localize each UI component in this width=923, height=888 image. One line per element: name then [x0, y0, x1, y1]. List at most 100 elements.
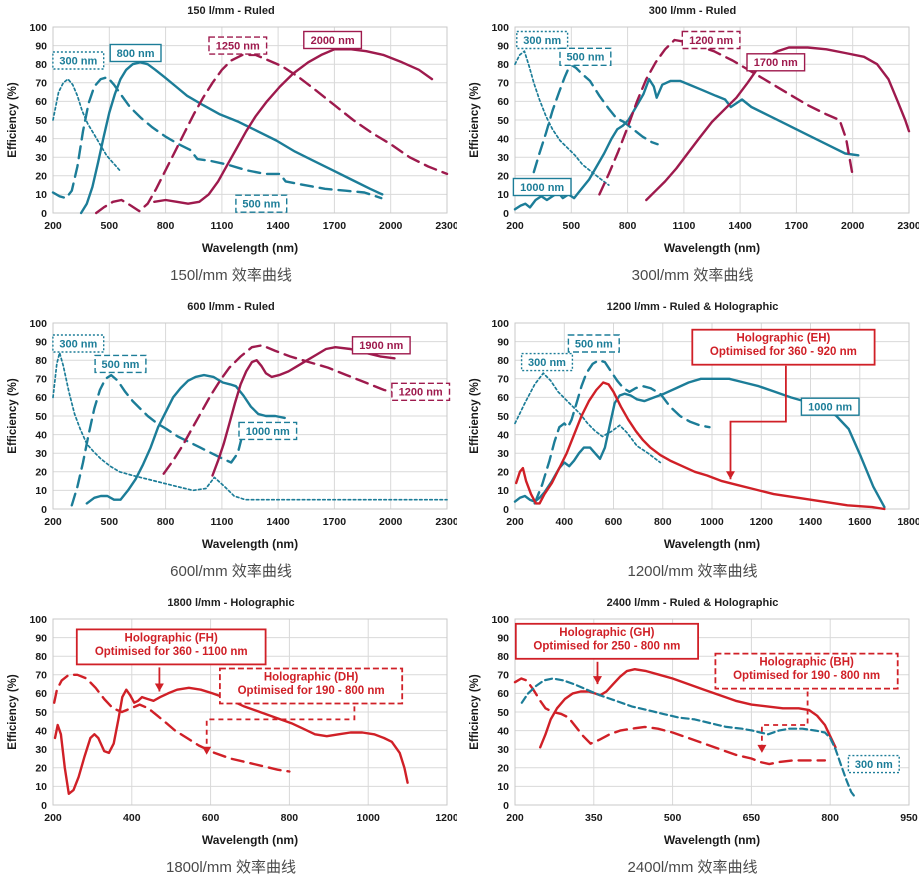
svg-text:0: 0 [503, 504, 509, 516]
callout-box-holographic-dh: Holographic (DH)Optimised for 190 - 800 … [218, 667, 404, 705]
series-label-1900-nm: 1900 nm [351, 336, 411, 355]
svg-text:200: 200 [44, 516, 62, 528]
svg-text:1200 nm: 1200 nm [689, 35, 733, 47]
svg-text:800: 800 [157, 220, 175, 232]
svg-text:600: 600 [604, 516, 622, 528]
chart-caption-300lmm: 300l/mm 效率曲线 [631, 267, 754, 284]
svg-text:70: 70 [35, 78, 47, 90]
callout-arrowhead [756, 744, 766, 753]
svg-text:Holographic (GH): Holographic (GH) [559, 627, 654, 639]
series-label-300-nm: 300 nm [52, 334, 105, 353]
series-label-500-nm: 500 nm [567, 334, 620, 353]
svg-text:40: 40 [497, 429, 509, 441]
svg-text:200: 200 [506, 220, 524, 232]
y-tick-labels: 0 10 20 30 40 50 60 70 80 90 100 [29, 614, 47, 812]
svg-text:650: 650 [742, 812, 760, 824]
series-label-1200-nm: 1200 nm [681, 30, 741, 50]
x-axis-label: Wavelength (nm) [202, 833, 298, 847]
chart-caption-1200lmm: 1200l/mm 效率曲线 [627, 563, 758, 580]
svg-text:500: 500 [562, 220, 580, 232]
svg-text:0: 0 [41, 208, 47, 220]
svg-text:1700: 1700 [784, 220, 808, 232]
x-tick-labels: 200 500 800 1100 1400 1700 2000 2300 [44, 220, 457, 232]
x-tick-labels: 200 500 800 1100 1400 1700 2000 2300 [506, 220, 919, 232]
svg-text:400: 400 [123, 812, 141, 824]
series-holographic-fh-line [53, 686, 409, 796]
svg-text:70: 70 [35, 670, 47, 682]
svg-text:Optimised for 360 - 1100 nm: Optimised for 360 - 1100 nm [95, 646, 248, 658]
svg-text:800: 800 [157, 516, 175, 528]
svg-text:0: 0 [503, 208, 509, 220]
svg-text:Optimised for 360 - 920 nm: Optimised for 360 - 920 nm [709, 346, 856, 358]
svg-text:500: 500 [663, 812, 681, 824]
svg-text:70: 70 [497, 670, 509, 682]
svg-text:70: 70 [497, 374, 509, 386]
series-label-1200-nm: 1200 nm [391, 382, 451, 402]
svg-text:50: 50 [35, 115, 47, 127]
svg-text:300 nm: 300 nm [854, 759, 892, 771]
callout-box-holographic-bh: Holographic (BH)Optimised for 190 - 800 … [713, 652, 899, 690]
svg-text:1100: 1100 [211, 516, 234, 528]
svg-text:Holographic (FH): Holographic (FH) [125, 632, 218, 644]
callout-box-holographic-eh: Holographic (EH)Optimised for 360 - 920 … [690, 328, 876, 366]
svg-text:10: 10 [35, 189, 47, 201]
series-label-2000-nm: 2000 nm [303, 30, 363, 50]
svg-text:50: 50 [497, 115, 509, 127]
x-tick-labels: 200 400 600 800 1000 1200 1400 1600 1800 [506, 516, 919, 528]
x-axis-label: Wavelength (nm) [202, 537, 298, 551]
svg-text:300 nm: 300 nm [59, 338, 97, 350]
chart-caption-600lmm: 600l/mm 效率曲线 [170, 563, 292, 580]
series-800-nm-line [79, 61, 384, 215]
svg-text:0: 0 [41, 800, 47, 812]
series-500-nm-line [51, 76, 383, 200]
chart-title-1800lmm: 1800 l/mm - Holographic [167, 597, 295, 609]
series-holographic-bh-line [513, 677, 826, 766]
svg-text:1100: 1100 [211, 220, 234, 232]
svg-text:800: 800 [821, 812, 839, 824]
series-500-nm-line [532, 359, 711, 505]
svg-text:2300: 2300 [435, 220, 457, 232]
svg-text:30: 30 [497, 152, 509, 164]
series-300-nm-line [513, 372, 661, 464]
chart-cell-600lmm: 600 l/mm - Ruled 300 nm 500 nm 1000 nm 1900… [0, 296, 462, 592]
svg-text:800: 800 [281, 812, 299, 824]
svg-text:1400: 1400 [266, 516, 290, 528]
svg-text:1200 nm: 1200 nm [399, 387, 443, 399]
chart-title-2400lmm: 2400 l/mm - Ruled & Holographic [606, 597, 779, 609]
svg-text:1600: 1600 [848, 516, 872, 528]
svg-text:30: 30 [35, 744, 47, 756]
series-1200-nm-line [162, 344, 404, 475]
chart-caption-150lmm: 150l/mm 效率曲线 [170, 267, 292, 284]
svg-text:500 nm: 500 nm [242, 199, 280, 211]
svg-text:Optimised for 250 - 800 nm: Optimised for 250 - 800 nm [533, 640, 680, 652]
svg-text:Holographic (EH): Holographic (EH) [736, 333, 830, 345]
svg-text:2000 nm: 2000 nm [311, 35, 355, 47]
series-300-nm-line [52, 78, 121, 172]
svg-text:60: 60 [497, 96, 509, 108]
svg-text:40: 40 [497, 725, 509, 737]
y-tick-labels: 0 10 20 30 40 50 60 70 80 90 100 [29, 318, 47, 516]
svg-text:800: 800 [654, 516, 672, 528]
svg-text:100: 100 [491, 614, 509, 626]
series-holographic-gh-line [538, 668, 837, 749]
svg-text:80: 80 [35, 651, 47, 663]
svg-text:80: 80 [35, 59, 47, 71]
series-label-500-nm: 500 nm [94, 354, 147, 374]
svg-text:2300: 2300 [435, 516, 457, 528]
svg-text:300 nm: 300 nm [523, 35, 561, 47]
callout-box-holographic-fh: Holographic (FH) Optimised for 360 - 1100… [75, 628, 267, 666]
y-tick-labels: 0 10 20 30 40 50 60 70 80 90 100 [29, 22, 47, 220]
series-300-nm-line [513, 50, 610, 186]
svg-text:350: 350 [585, 812, 603, 824]
chart-cell-150lmm: 150 l/mm - Ruled 300 nm 800 nm 1250 nm 2000… [0, 0, 462, 296]
plot-border [52, 322, 448, 510]
svg-text:90: 90 [497, 40, 509, 52]
callout-arrowhead [725, 471, 735, 480]
series-500-nm-line [532, 63, 659, 174]
svg-text:200: 200 [44, 220, 62, 232]
chart-cell-1200lmm: 1200 l/mm - Ruled & Holographic Holograp… [462, 296, 923, 592]
plot-border [514, 26, 909, 214]
series-1000-nm-line [513, 77, 859, 211]
svg-text:500 nm: 500 nm [102, 359, 140, 371]
svg-text:90: 90 [35, 632, 47, 644]
